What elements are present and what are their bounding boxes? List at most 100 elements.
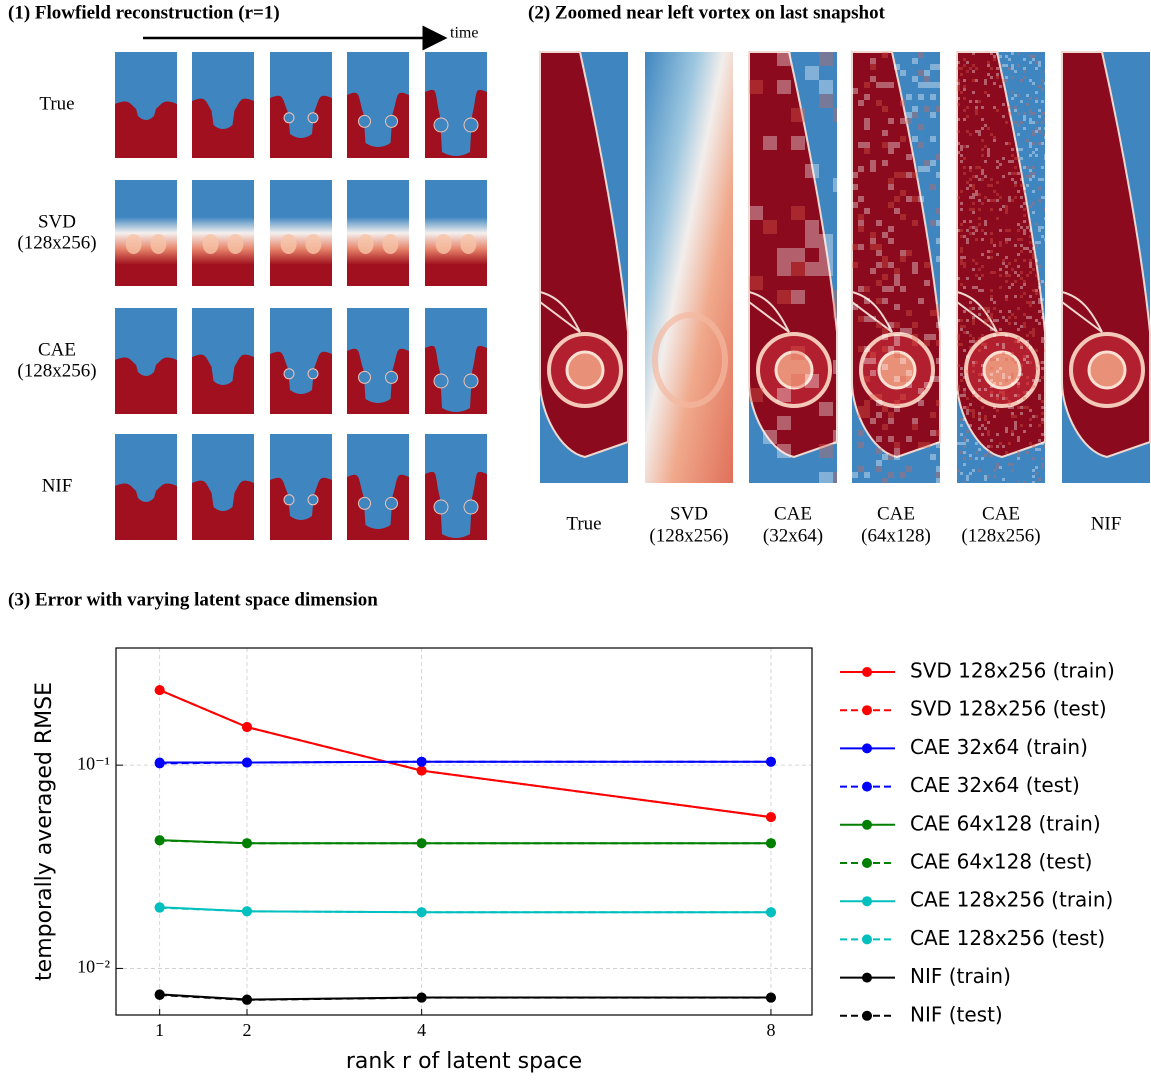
- pixel: [1020, 178, 1023, 181]
- pixel: [960, 328, 963, 331]
- fluid-region: [115, 357, 177, 414]
- pixel: [900, 328, 906, 334]
- pixel: [1017, 382, 1020, 385]
- pixel: [993, 334, 996, 337]
- series-marker: [241, 722, 252, 733]
- snapshot: [347, 180, 409, 286]
- pixel: [975, 106, 978, 109]
- pixel: [1044, 154, 1045, 157]
- vortex: [463, 499, 479, 515]
- pixel: [1044, 217, 1045, 220]
- pixel: [1026, 376, 1029, 379]
- pixel: [984, 145, 987, 148]
- pixel: [969, 472, 972, 475]
- pixel: [1017, 439, 1020, 442]
- pixel: [864, 298, 870, 304]
- pixel: [1002, 478, 1005, 481]
- pixel: [990, 328, 993, 331]
- legend-marker: [862, 705, 872, 716]
- pixel: [1011, 160, 1014, 163]
- pixel: [990, 238, 993, 241]
- pixel: [996, 217, 999, 220]
- pixel: [960, 190, 963, 193]
- pixel: [1041, 361, 1044, 364]
- pixel: [1038, 178, 1041, 181]
- pixel: [1017, 457, 1020, 460]
- pixel: [1023, 358, 1026, 361]
- pixel: [1017, 376, 1020, 379]
- pixel: [819, 234, 833, 248]
- pixel: [918, 70, 924, 76]
- pixel: [990, 316, 993, 319]
- pixel: [936, 358, 940, 364]
- pixel: [993, 406, 996, 409]
- series-marker: [154, 685, 165, 696]
- pixel: [924, 166, 930, 172]
- pixel: [981, 253, 984, 256]
- pixel: [978, 448, 981, 451]
- pixel: [960, 235, 963, 238]
- pixel: [993, 382, 996, 385]
- pixel: [963, 442, 966, 445]
- pixel: [936, 256, 940, 262]
- pixel: [918, 196, 924, 202]
- pixel: [1041, 121, 1044, 124]
- pixel: [975, 193, 978, 196]
- pixel: [1017, 337, 1020, 340]
- pixel: [981, 172, 984, 175]
- pixel: [1038, 280, 1041, 283]
- pixel: [975, 175, 978, 178]
- pixel: [930, 334, 936, 340]
- pixel: [858, 430, 864, 436]
- pixel: [1044, 208, 1045, 211]
- pixel: [894, 172, 900, 178]
- pixel: [1029, 121, 1032, 124]
- pixel: [936, 442, 940, 448]
- pixel: [833, 360, 837, 374]
- pixel: [1029, 316, 1032, 319]
- pixel: [906, 118, 912, 124]
- pixel: [972, 337, 975, 340]
- column-label: SVD: [670, 503, 708, 524]
- fluid-region: [270, 95, 332, 158]
- pixel: [1035, 97, 1038, 100]
- pixel: [984, 82, 987, 85]
- pixel: [819, 402, 833, 416]
- pixel: [1038, 127, 1041, 130]
- pixel: [1008, 262, 1011, 265]
- pixel: [1014, 271, 1017, 274]
- pixel: [1011, 406, 1014, 409]
- pixel: [1005, 298, 1008, 301]
- pixel: [833, 178, 837, 192]
- pixel: [963, 310, 966, 313]
- pixel: [1023, 247, 1026, 250]
- pixel: [975, 286, 978, 289]
- pixel: [894, 454, 900, 460]
- pixel: [876, 436, 882, 442]
- pixel: [876, 82, 882, 88]
- pixel: [1002, 316, 1005, 319]
- pixel: [1032, 481, 1035, 483]
- pixel: [1029, 169, 1032, 172]
- pixel: [1017, 52, 1020, 55]
- pixel: [876, 448, 882, 454]
- pixel: [981, 154, 984, 157]
- pixel: [1014, 259, 1017, 262]
- pixel: [987, 310, 990, 313]
- pixel: [882, 262, 888, 268]
- pixel: [1008, 172, 1011, 175]
- pixel: [1035, 274, 1038, 277]
- legend-marker: [862, 781, 872, 792]
- snapshot: [270, 180, 332, 286]
- pixel: [975, 226, 978, 229]
- pixel: [858, 316, 864, 322]
- pixel: [924, 82, 930, 88]
- pixel: [966, 478, 969, 481]
- pixel: [990, 271, 993, 274]
- pixel: [936, 322, 940, 328]
- pixel: [966, 370, 969, 373]
- pixel: [864, 358, 870, 364]
- pixel: [960, 259, 963, 262]
- pixel: [930, 412, 936, 418]
- pixel: [957, 79, 960, 82]
